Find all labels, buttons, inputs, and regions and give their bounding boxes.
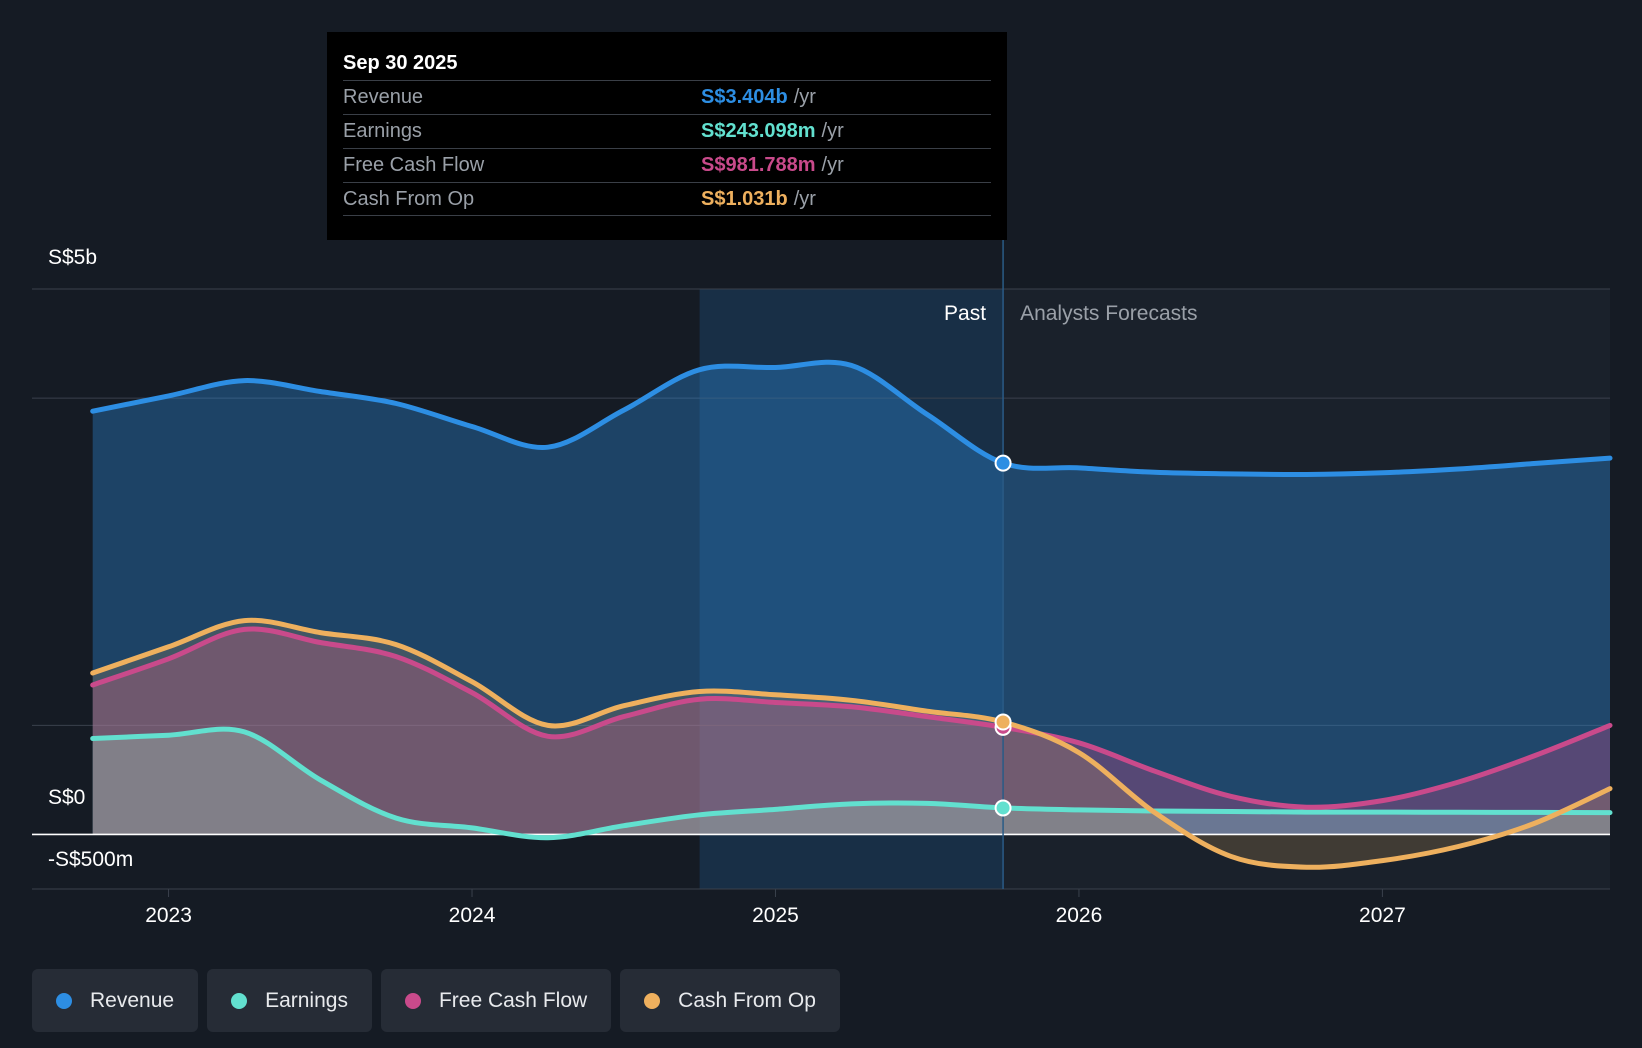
tooltip-unit: /yr (793, 86, 816, 108)
tooltip-unit: /yr (821, 154, 844, 176)
y-tick-label: -S$500m (48, 848, 133, 871)
legend-label: Free Cash Flow (438, 988, 588, 1012)
revenue-marker[interactable] (994, 454, 1012, 472)
past-label: Past (944, 302, 986, 325)
tooltip-row-free-cash-flow: Free Cash Flow S$981.788m /yr (343, 148, 991, 182)
earnings-area (92, 729, 1611, 838)
legend-item-free-cash-flow[interactable]: Free Cash Flow (380, 969, 612, 1032)
tooltip-label: Cash From Op (343, 187, 475, 210)
gridlines (32, 288, 1610, 890)
cash-from-op-marker[interactable] (994, 713, 1012, 731)
tooltip: Sep 30 2025 Revenue S$3.404b /yr Earning… (327, 32, 1007, 240)
earnings-marker[interactable] (994, 799, 1012, 817)
legend-dot-icon (644, 992, 661, 1009)
forecast-label: Analysts Forecasts (1020, 302, 1197, 325)
legend-label: Earnings (265, 988, 348, 1012)
legend: Revenue Earnings Free Cash Flow Cash Fro… (32, 969, 840, 1032)
legend-item-revenue[interactable]: Revenue (32, 969, 199, 1032)
series-lines (90, 359, 1613, 870)
tooltip-row-earnings: Earnings S$243.098m /yr (343, 114, 991, 148)
series-areas (92, 362, 1611, 868)
tooltip-row-revenue: Revenue S$3.404b /yr (343, 80, 991, 114)
legend-label: Revenue (90, 988, 175, 1012)
tooltip-label: Earnings (343, 120, 422, 142)
free-cash-flow-area (92, 628, 1611, 835)
cash-from-op-line (90, 617, 1613, 870)
x-tick-label: 2024 (449, 904, 496, 927)
tooltip-value: S$981.788m (701, 154, 816, 176)
tooltip-value: S$1.031b (701, 187, 788, 210)
tooltip-unit: /yr (821, 120, 844, 142)
legend-dot-icon (56, 992, 72, 1009)
tooltip-value: S$3.404b (701, 86, 788, 108)
earnings-line (90, 726, 1613, 841)
legend-dot-icon (231, 992, 248, 1009)
revenue-area (92, 362, 1611, 835)
x-tick-label: 2025 (752, 904, 799, 927)
x-axis: 2023 2024 2025 2026 2027 (145, 889, 1406, 927)
x-tick-label: 2027 (1359, 904, 1406, 927)
forecast-background (1003, 289, 1610, 889)
tooltip-value: S$243.098m (701, 120, 816, 142)
series-markers (994, 454, 1012, 817)
tooltip-row-cash-from-op: Cash From Op S$1.031b /yr (343, 182, 991, 216)
y-tick-label: S$5b (48, 246, 97, 269)
y-tick-label: S$0 (48, 786, 85, 809)
free-cash-flow-line (90, 626, 1613, 810)
x-tick-label: 2023 (145, 904, 192, 927)
past-shade (699, 289, 1004, 889)
tooltip-unit: /yr (793, 187, 816, 210)
tooltip-date: Sep 30 2025 (343, 52, 458, 74)
legend-item-cash-from-op[interactable]: Cash From Op (620, 969, 840, 1032)
legend-dot-icon (404, 992, 421, 1009)
legend-label: Cash From Op (678, 988, 816, 1012)
tooltip-label: Free Cash Flow (343, 154, 485, 176)
y-axis: S$5b S$0 -S$500m (48, 246, 133, 871)
revenue-line (90, 359, 1613, 478)
x-tick-label: 2026 (1056, 904, 1103, 927)
legend-item-earnings[interactable]: Earnings (207, 969, 372, 1032)
tooltip-label: Revenue (343, 86, 424, 108)
